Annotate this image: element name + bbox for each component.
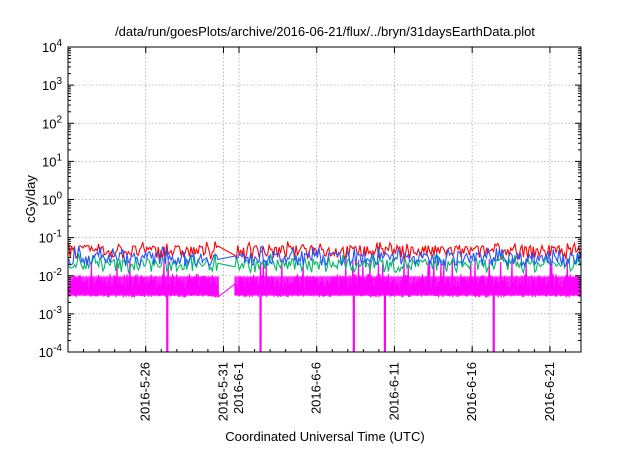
y-tick-label: 104 [42,38,62,55]
y-tick-label: 100 [42,191,62,208]
x-axis: 2016-5-26 2016-5-31 2016-6-1 2016-6-6 2016-6… [67,47,582,421]
y-tick-label: 10-1 [39,229,63,246]
y-tick-label: 102 [42,114,62,131]
x-tick-label: 2016-6-6 [309,362,324,414]
y-axis: 10-4 10-3 10-2 10-1 100 101 102 103 104 [39,38,581,360]
y-tick-label: 10-2 [39,267,63,284]
plot-area [68,240,582,352]
series-band [68,276,219,296]
x-tick-label: 2016-6-16 [464,362,479,421]
x-tick-label: 2016-6-11 [386,362,401,420]
x-tick-label: 2016-5-31 [215,362,230,421]
y-tick-label: 103 [42,76,62,93]
x-tick-label: 2016-5-26 [138,362,153,421]
series-band [234,276,581,296]
y-tick-label: 101 [42,152,62,169]
y-axis-label: cGy/day [23,175,38,223]
series-line [68,245,581,268]
x-tick-label: 2016-6-21 [542,362,557,421]
x-axis-label: Coordinated Universal Time (UTC) [225,429,424,444]
grid-lines [68,47,581,352]
x-tick-label: 2016-6-1 [231,362,246,414]
chart-title: /data/run/goesPlots/archive/2016-06-21/f… [115,24,535,39]
y-tick-label: 10-4 [39,343,63,360]
y-tick-label: 10-3 [39,305,63,322]
